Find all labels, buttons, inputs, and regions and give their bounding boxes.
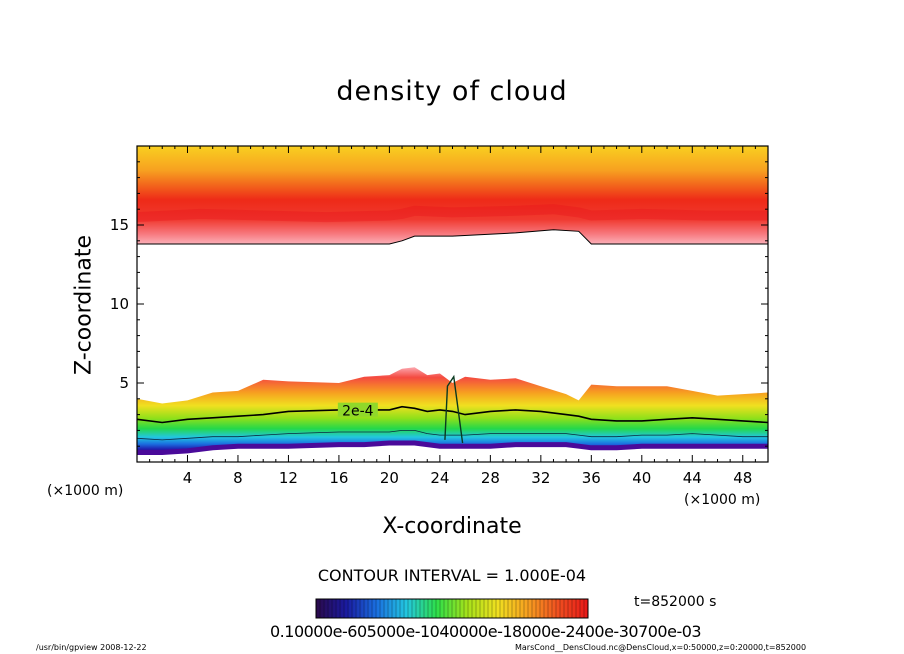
x-tick-label: 4 bbox=[182, 469, 193, 487]
time-label: t=852000 s bbox=[634, 594, 717, 610]
x-tick-label: 12 bbox=[278, 469, 298, 487]
x-tick-label: 16 bbox=[329, 469, 349, 487]
x-axis-label: X-coordinate bbox=[382, 514, 522, 539]
upper-layer-edge-contour bbox=[137, 229, 768, 245]
x-unit-label-left: (×1000 m) bbox=[47, 483, 124, 499]
contour-label: 2e-4 bbox=[342, 404, 374, 420]
contour-interval-text: CONTOUR INTERVAL = 1.000E-04 bbox=[317, 566, 587, 585]
y-axis-label: Z-coordinate bbox=[71, 235, 97, 375]
x-tick-label: 20 bbox=[379, 469, 399, 487]
footer-program: /usr/bin/gpview 2008-12-22 bbox=[36, 643, 147, 652]
chart-title: density of cloud bbox=[336, 76, 568, 107]
x-tick-label: 28 bbox=[480, 469, 500, 487]
contour-label-bg bbox=[337, 402, 378, 417]
y-tick-label: 15 bbox=[109, 216, 129, 234]
y-tick-label: 5 bbox=[119, 374, 129, 392]
x-tick-label: 40 bbox=[632, 469, 652, 487]
x-tick-label: 24 bbox=[430, 469, 450, 487]
plume-contour bbox=[444, 374, 464, 444]
colorbar-frame bbox=[315, 598, 589, 619]
x-tick-label: 48 bbox=[733, 469, 753, 487]
x-tick-label: 36 bbox=[581, 469, 601, 487]
y-tick-label: 10 bbox=[109, 295, 129, 313]
x-tick-label: 32 bbox=[531, 469, 551, 487]
upper-cloud-layer bbox=[137, 146, 768, 244]
x-tick-label: 44 bbox=[682, 469, 702, 487]
footer-source: MarsCond__DensCloud.nc@DensCloud,x=0:500… bbox=[515, 643, 807, 652]
contour-line-inner bbox=[136, 430, 768, 441]
upper-layer-peak-band bbox=[136, 204, 768, 223]
contour-line-2e-4 bbox=[136, 405, 769, 424]
lower-layer-base-band bbox=[137, 440, 768, 455]
colorbar-tick-labels: 0.10000e-605000e-1040000e-18000e-2400e-3… bbox=[270, 622, 702, 641]
lower-cloud-layer bbox=[137, 367, 768, 453]
x-tick-label: 8 bbox=[233, 469, 243, 487]
x-unit-label-right: (×1000 m) bbox=[684, 492, 761, 508]
